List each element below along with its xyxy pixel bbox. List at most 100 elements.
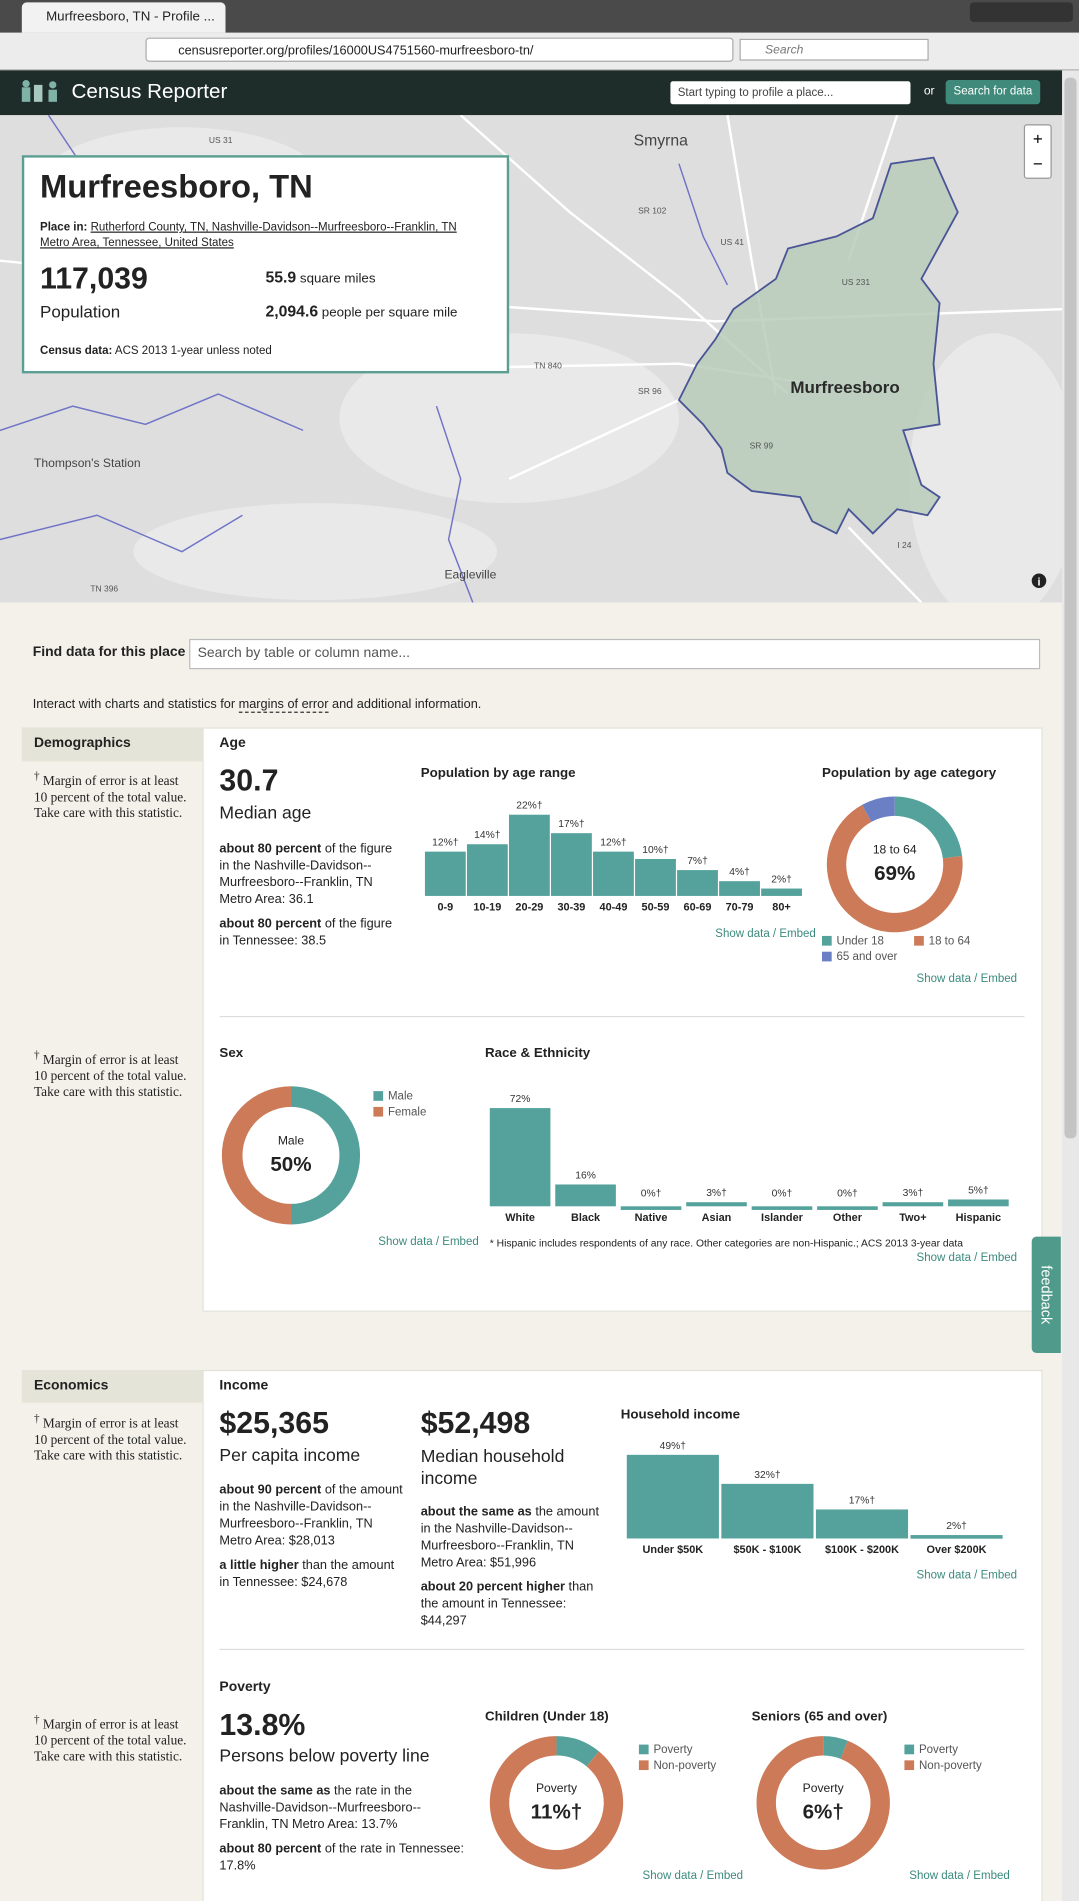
density-label: people per square mile [321,305,458,321]
browser-search-placeholder: Search [764,43,804,57]
legend-label: 65 and over [836,950,898,964]
area-value: 55.9 [265,267,297,287]
dagger: † [33,1048,40,1061]
center-category: Poverty [803,1781,845,1795]
comparison: about 80 percent of the rate in Tennesse… [219,1840,468,1874]
category-label: Black [571,1212,601,1224]
legend-swatch [914,935,924,946]
window-controls[interactable] [969,2,1073,22]
road-label: SR 99 [750,441,774,451]
value-label: 4%† [729,867,750,878]
legend-swatch [373,1091,384,1101]
comparison: about 80 percent of the figure in the Na… [219,840,403,908]
bar [721,1483,814,1539]
census-label: Census data: [40,344,113,358]
comparison-text: than the amount in Tennessee: $44,297 [420,1579,594,1629]
legend-label: Non-poverty [653,1759,717,1773]
legend: Poverty Non-poverty [904,1742,982,1774]
bar [508,814,550,896]
show-data-link[interactable]: Show data / Embed [916,1251,1018,1265]
scrollbar-thumb[interactable] [1064,77,1077,1139]
zoom-in[interactable]: + [1033,129,1043,148]
age-category-chart: 18 to 64 69% [826,796,963,933]
feedback-tab[interactable] [1031,1236,1061,1353]
center-category: Male [278,1133,305,1147]
category-label: 70-79 [726,901,754,913]
legend: Under 18 18 to 64 65 and over [821,934,1016,964]
comparison-emphasis: about 80 percent [219,916,322,932]
legend-item: Male [373,1089,426,1105]
category-label: Other [833,1212,863,1224]
brand[interactable]: Census Reporter [71,80,228,104]
legend-item: Poverty [904,1742,981,1758]
browser-search[interactable]: Search [739,38,929,61]
value-label: 10%† [642,845,669,856]
category-label: 0-9 [437,901,453,913]
show-data-link[interactable]: Show data / Embed [642,1869,744,1883]
center-value: 6%† [803,1801,844,1824]
comparison-text: of the amount in the Nashville-Davidson-… [219,1482,403,1549]
population-label: Population [40,301,121,322]
value-label: 5%† [968,1185,989,1196]
value-label: 72% [510,1094,531,1105]
legend-swatch [373,1106,384,1117]
dagger: † [33,1713,40,1726]
place-in-links[interactable]: Rutherford County, TN, Nashville-Davidso… [40,220,457,250]
show-data-link[interactable]: Show data / Embed [378,1235,479,1249]
show-data-link[interactable]: Show data / Embed [909,1869,1010,1883]
show-data-link[interactable]: Show data / Embed [916,972,1018,986]
interact-text: Interact with charts and statistics for … [33,697,482,713]
stat-caption: Median age [219,803,312,824]
legend-swatch [904,1744,915,1755]
value-label: 32%† [754,1470,781,1481]
value-label: 0%† [641,1189,662,1200]
bar [466,844,508,896]
legend-label: Under 18 [836,934,884,949]
feedback-label[interactable]: feedback [1037,1265,1055,1325]
category-label: 20-29 [515,901,543,913]
chart-title: Population by age range [420,766,576,781]
show-data-link[interactable]: Show data / Embed [916,1568,1018,1583]
demographics-card [202,727,1043,1312]
comparison: a little higher than the amount in Tenne… [219,1557,403,1591]
table-search[interactable]: Search by table or column name... [189,638,1041,670]
stat-value: 30.7 [219,763,279,798]
bar [815,1509,909,1539]
moe-text: Margin of error is at least 10 percent o… [33,1416,187,1463]
map-info[interactable]: i [1037,577,1040,589]
value-label: 14%† [474,830,501,841]
donut-slice [862,796,895,822]
bar [626,1454,719,1539]
age-range-chart: 12%† 0-9 14%† 10-19 22%† 20-29 17%† 30-39 12%† 40… [424,801,802,913]
divider [219,1648,1025,1651]
chart-title: Sex [219,1046,244,1061]
find-data-label: Find data for this place [32,644,186,660]
density: 2,094.6 people per square mile [266,302,458,320]
comparison-emphasis: about the same as [219,1783,331,1798]
show-data-link[interactable]: Show data / Embed [715,927,816,941]
bar [677,870,718,896]
bar [489,1108,551,1207]
comparison-emphasis: about 20 percent higher [420,1579,565,1595]
value-label: 7%† [687,856,708,867]
legend-item: Under 18 [821,934,914,949]
interact-after: and additional information. [332,697,482,712]
place-search[interactable]: Start typing to profile a place... [670,81,911,105]
bar [551,833,592,896]
legend-label: 18 to 64 [928,934,971,949]
category-label: 60-69 [684,901,712,913]
place-in: Place in: Rutherford County, TN, Nashvil… [40,219,476,251]
search-button[interactable]: Search for data [945,80,1041,105]
bar [593,851,634,896]
bar [555,1184,616,1207]
legend-swatch [638,1760,649,1771]
tab[interactable]: Murfreesboro, TN - Profile ... [21,2,226,33]
url-bar[interactable]: censusreporter.org/profiles/16000US47515… [145,37,734,62]
moe-link[interactable]: margins of error [238,697,329,713]
stat-value: $52,498 [420,1406,531,1441]
value-label: 12%† [432,838,459,849]
bar [948,1199,1009,1207]
comparisons: about 80 percent of the figure in the Na… [219,840,403,956]
zoom-out[interactable]: − [1033,155,1043,174]
bar [686,1202,747,1207]
